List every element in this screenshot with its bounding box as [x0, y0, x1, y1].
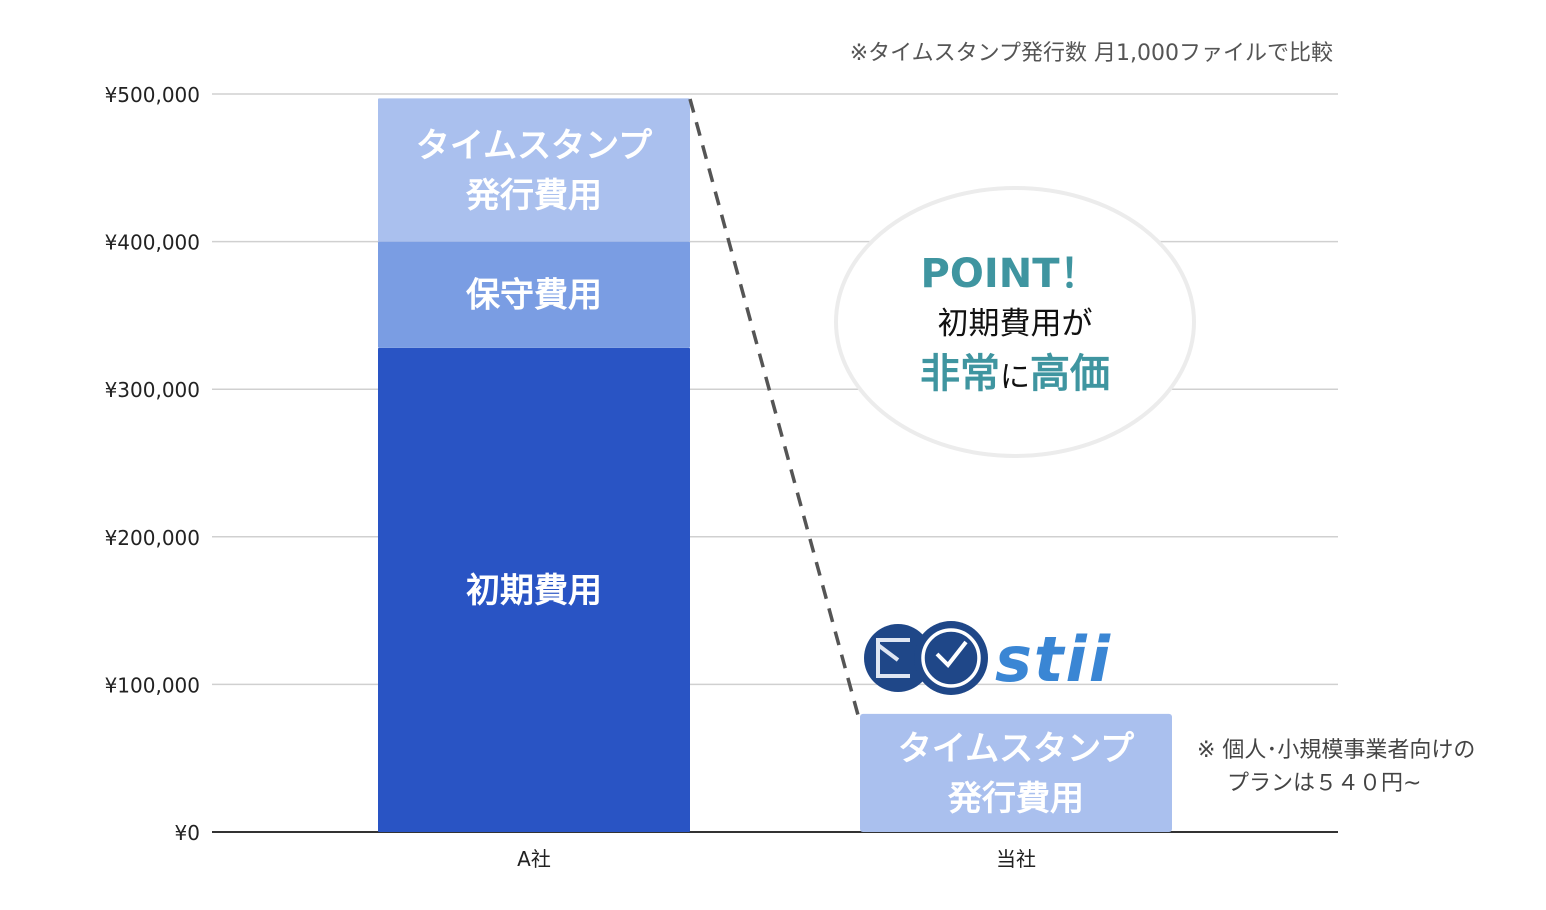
point-callout: POINT！ 初期費用が 非常に高価: [834, 186, 1196, 458]
clock-face: [921, 628, 981, 688]
x-tick-label: A社: [517, 847, 551, 871]
point-line2: 非常に高価: [920, 351, 1110, 397]
side-note-line1: ※ 個人･小規模事業者向けの: [1197, 738, 1475, 763]
point-highlight-1: 非常: [920, 351, 1000, 397]
comparison-dashed-line: [688, 98, 860, 716]
side-note-line2: プランは５４０円~: [1227, 771, 1421, 796]
point-line1: 初期費用が: [938, 306, 1093, 342]
clock-hands: [935, 640, 968, 669]
y-tick-label: ¥0: [175, 821, 200, 845]
point-connector: に: [1000, 360, 1030, 395]
logo-text: stii: [995, 623, 1112, 696]
y-tick-label: ¥100,000: [105, 673, 200, 697]
bar-segment-label: タイムスタンプ: [898, 729, 1134, 769]
bar-segment-label: 保守費用: [466, 276, 602, 316]
x-tick-label: 当社: [996, 847, 1036, 871]
mail-icon: [876, 638, 910, 678]
bar-segment: [378, 98, 690, 242]
bar-segment-label: 初期費用: [466, 571, 602, 611]
stii-logo: stii: [864, 621, 1112, 696]
bar-segment-label: タイムスタンプ: [416, 126, 652, 166]
y-tick-label: ¥200,000: [105, 526, 200, 550]
point-highlight-2: 高価: [1030, 351, 1110, 397]
y-tick-label: ¥400,000: [105, 231, 200, 255]
bar-segment: [378, 241, 690, 348]
bar-segment-label: 発行費用: [948, 779, 1084, 819]
y-tick-label: ¥500,000: [105, 83, 200, 107]
bar-segment: [378, 347, 690, 832]
bar-segment-label: 発行費用: [466, 176, 602, 216]
bar-segment: [860, 713, 1172, 832]
y-tick-label: ¥300,000: [105, 378, 200, 402]
point-bubble: [834, 186, 1196, 458]
point-title: POINT！: [921, 251, 1100, 297]
top-note: ※タイムスタンプ発行数 月1,000ファイルで比較: [850, 41, 1333, 66]
